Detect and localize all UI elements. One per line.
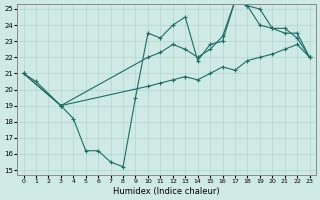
X-axis label: Humidex (Indice chaleur): Humidex (Indice chaleur) — [113, 187, 220, 196]
